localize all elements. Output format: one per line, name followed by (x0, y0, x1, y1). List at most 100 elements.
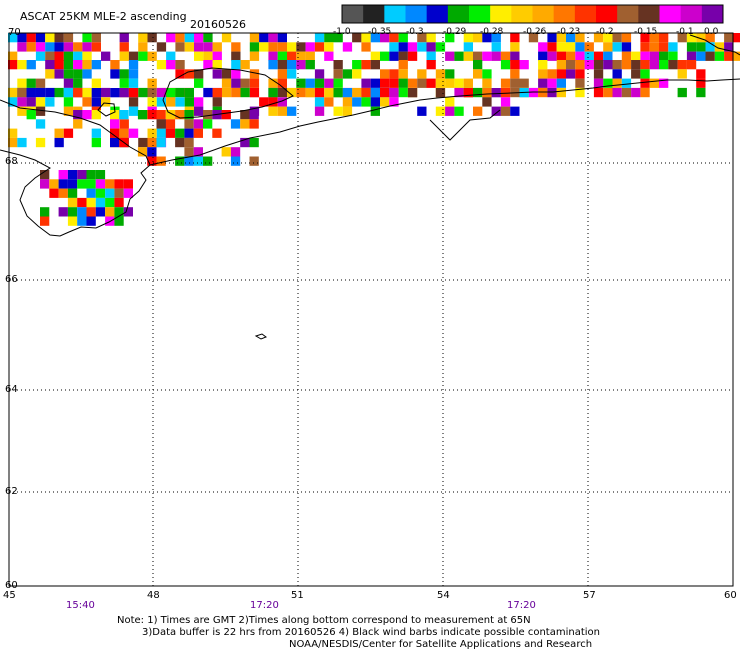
swath-pixel (184, 33, 194, 43)
colorbar-swatch (638, 5, 660, 23)
swath-pixel (67, 188, 78, 198)
swath-pixel (398, 69, 408, 79)
swath-pixel (575, 42, 585, 52)
swath-pixel (82, 69, 92, 79)
swath-pixel (82, 51, 92, 61)
swath-pixel (193, 147, 203, 157)
swath-pixel (314, 88, 325, 98)
swath-pixel (277, 33, 287, 43)
swath-pixel (268, 33, 278, 43)
swath-pixel (621, 51, 632, 61)
swath-pixel (35, 33, 46, 43)
swath-pixel (175, 42, 185, 52)
swath-pixel (305, 42, 315, 52)
swath-pixel (147, 97, 157, 107)
swath-pixel (696, 42, 706, 52)
swath-pixel (193, 156, 203, 166)
swath-pixel (435, 106, 446, 116)
swath-pixel (426, 42, 436, 52)
swath-pixel (556, 33, 566, 43)
swath-pixel (138, 137, 148, 148)
swath-pixel (380, 88, 390, 98)
coast-east (149, 78, 740, 166)
swath-pixel (240, 87, 250, 98)
swath-pixel (556, 87, 566, 98)
swath-pixel (156, 97, 167, 107)
swath-pixel (8, 97, 18, 107)
swath-pixel (287, 42, 297, 52)
swath-pixel (380, 78, 390, 88)
swath-pixel (82, 60, 92, 70)
swath-pixel (138, 42, 148, 52)
swath-pixel (114, 216, 124, 226)
colorbar-swatch (701, 5, 724, 23)
swath-pixel (566, 33, 576, 43)
swath-pixel (249, 78, 260, 88)
swath-pixel (593, 51, 604, 61)
swath-pixel (314, 78, 325, 88)
swath-pixel (668, 51, 678, 61)
swath-pixel (324, 33, 334, 43)
swath-pixel (63, 42, 74, 52)
swath-pixel (212, 42, 222, 52)
swath-pixel (389, 97, 399, 107)
swath-pixel (621, 78, 632, 88)
swath-pixel (128, 69, 139, 79)
swath-pixel (249, 119, 259, 129)
swath-pixel (45, 60, 55, 70)
swath-pixel (156, 42, 167, 52)
swath-pixel (184, 147, 194, 157)
swath-pixel (445, 78, 455, 88)
swath-pixel (8, 51, 18, 61)
swath-pixel (82, 88, 92, 98)
swath-pixel (314, 106, 325, 116)
swath-pixel (407, 51, 418, 61)
swath-pixel (463, 78, 473, 88)
swath-pixel (640, 42, 650, 52)
swath-pixel (556, 42, 566, 52)
swath-pixel (77, 216, 87, 226)
swath-pixel (268, 78, 278, 88)
swath-pixel (230, 119, 241, 129)
swath-pixel (686, 60, 697, 70)
swath-pixel (63, 97, 74, 107)
swath-pixel (63, 78, 74, 88)
chart-date: 20160526 (190, 18, 246, 31)
swath-pixel (370, 97, 380, 107)
swath-pixel (556, 78, 566, 88)
swath-pixel (705, 42, 715, 52)
swath-pixel (389, 33, 399, 43)
time-label: 15:40 (66, 600, 95, 611)
kanin-bay (429, 109, 501, 141)
colorbar-swatch (680, 5, 703, 23)
swath-pixel (77, 207, 87, 217)
swath-pixel (491, 51, 501, 61)
swath-pixel (73, 110, 83, 120)
swath-pixel (370, 78, 380, 88)
swath-pixel (593, 87, 604, 98)
swath-pixel (184, 88, 194, 98)
swath-pixel (435, 88, 446, 98)
swath-pixel (370, 51, 380, 61)
swath-pixel (640, 33, 650, 43)
swath-pixel (314, 69, 325, 79)
swath-pixel (17, 42, 27, 52)
swath-pixel (287, 106, 297, 116)
swath-pixel (35, 78, 46, 88)
swath-pixel (287, 51, 297, 61)
swath-pixel (249, 42, 260, 52)
swath-pixel (26, 42, 36, 52)
swath-pixel (119, 119, 129, 129)
note-line-3: NOAA/NESDIS/Center for Satellite Applica… (289, 639, 593, 650)
swath-pixel (361, 78, 371, 88)
swath-pixel (123, 179, 133, 189)
swath-pixel (194, 106, 204, 116)
swath-pixel (659, 51, 669, 61)
swath-pixel (612, 69, 622, 79)
swath-pixel (147, 33, 157, 43)
swath-pixel (35, 106, 46, 116)
swath-pixel (398, 87, 408, 98)
colorbar-swatch (469, 5, 491, 23)
lon-label: 54 (437, 590, 450, 601)
swath-pixel (17, 33, 27, 43)
